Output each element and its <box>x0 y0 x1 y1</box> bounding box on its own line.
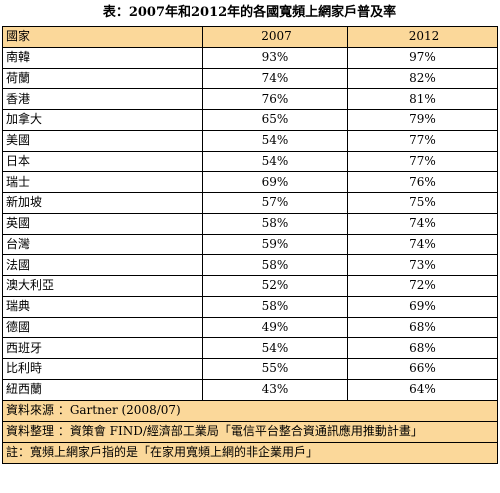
table-row: 日本 54% 77% <box>2 150 498 173</box>
country-cell: 德國 <box>2 316 203 339</box>
country-cell: 英國 <box>2 212 203 235</box>
value-2007-cell: 54% <box>202 150 348 173</box>
table-row: 紐西蘭 43% 64% <box>2 378 498 401</box>
value-2007-cell: 49% <box>202 316 348 339</box>
value-2012-cell: 64% <box>347 378 498 401</box>
table-figure: 表：2007年和2012年的各國寬頻上網家戶普及率 國家 2007 2012 南… <box>2 0 498 464</box>
value-2012-cell: 76% <box>347 171 498 193</box>
value-2007-cell: 59% <box>202 233 348 256</box>
country-cell: 南韓 <box>2 46 203 69</box>
value-2012-cell: 97% <box>347 46 498 69</box>
table-row: 南韓 93% 97% <box>2 46 498 69</box>
broadband-table: 國家 2007 2012 南韓 93% 97% 荷蘭 74% 82% 香港 76% 81% 加拿大… <box>2 26 498 464</box>
table-row: 德國 49% 68% <box>2 316 498 339</box>
value-2007-cell: 65% <box>202 109 348 131</box>
table-title: 表：2007年和2012年的各國寬頻上網家戶普及率 <box>102 5 397 20</box>
header-2012: 2012 <box>347 26 498 48</box>
value-2007-cell: 76% <box>202 88 348 110</box>
footer-source-row: 資料來源 ：Gartner (2008/07) <box>2 399 498 422</box>
value-2012-cell: 81% <box>347 88 498 110</box>
value-2012-cell: 66% <box>347 358 498 380</box>
value-2007-cell: 58% <box>202 295 348 318</box>
table-row: 台灣 59% 74% <box>2 233 498 256</box>
value-2012-cell: 73% <box>347 254 498 276</box>
value-2007-cell: 58% <box>202 254 348 276</box>
value-2012-cell: 75% <box>347 192 498 214</box>
value-2012-cell: 79% <box>347 109 498 131</box>
header-row: 國家 2007 2012 <box>2 26 498 48</box>
value-2007-cell: 57% <box>202 192 348 214</box>
country-cell: 法國 <box>2 254 203 276</box>
table-row: 荷蘭 74% 82% <box>2 67 498 90</box>
value-2012-cell: 74% <box>347 233 498 256</box>
value-2012-cell: 69% <box>347 295 498 318</box>
value-2007-cell: 54% <box>202 129 348 152</box>
country-cell: 香港 <box>2 88 203 110</box>
footer-note-row: 註：寬頻上網家戶指的是「在家用寬頻上網的非企業用戶」 <box>2 441 498 464</box>
country-cell: 紐西蘭 <box>2 378 203 401</box>
table-row: 西班牙 54% 68% <box>2 337 498 359</box>
value-2007-cell: 93% <box>202 46 348 69</box>
footer-compiled: 資料整理 ：資策會 FIND/經濟部工業局「電信平台整合資通訊應用推動計畫」 <box>2 420 498 443</box>
table-row: 瑞典 58% 69% <box>2 295 498 318</box>
country-cell: 比利時 <box>2 358 203 380</box>
table-row: 瑞士 69% 76% <box>2 171 498 193</box>
header-2007: 2007 <box>202 26 348 48</box>
country-cell: 台灣 <box>2 233 203 256</box>
value-2012-cell: 68% <box>347 316 498 339</box>
value-2007-cell: 74% <box>202 67 348 90</box>
value-2007-cell: 43% <box>202 378 348 401</box>
table-row: 澳大利亞 52% 72% <box>2 275 498 297</box>
table-row: 新加坡 57% 75% <box>2 192 498 214</box>
table-row: 香港 76% 81% <box>2 88 498 110</box>
footer-note: 註：寬頻上網家戶指的是「在家用寬頻上網的非企業用戶」 <box>2 441 498 464</box>
country-cell: 新加坡 <box>2 192 203 214</box>
table-row: 英國 58% 74% <box>2 212 498 235</box>
country-cell: 西班牙 <box>2 337 203 359</box>
table-row: 法國 58% 73% <box>2 254 498 276</box>
value-2007-cell: 69% <box>202 171 348 193</box>
country-cell: 瑞典 <box>2 295 203 318</box>
country-cell: 荷蘭 <box>2 67 203 90</box>
country-cell: 美國 <box>2 129 203 152</box>
table-row: 美國 54% 77% <box>2 129 498 152</box>
value-2007-cell: 52% <box>202 275 348 297</box>
value-2007-cell: 55% <box>202 358 348 380</box>
value-2007-cell: 54% <box>202 337 348 359</box>
value-2012-cell: 77% <box>347 150 498 173</box>
country-cell: 加拿大 <box>2 109 203 131</box>
footer-compiled-row: 資料整理 ：資策會 FIND/經濟部工業局「電信平台整合資通訊應用推動計畫」 <box>2 420 498 443</box>
value-2012-cell: 74% <box>347 212 498 235</box>
value-2012-cell: 72% <box>347 275 498 297</box>
table-row: 加拿大 65% 79% <box>2 109 498 131</box>
country-cell: 澳大利亞 <box>2 275 203 297</box>
footer-source: 資料來源 ：Gartner (2008/07) <box>2 399 498 422</box>
value-2012-cell: 77% <box>347 129 498 152</box>
table-row: 比利時 55% 66% <box>2 358 498 380</box>
header-country: 國家 <box>2 26 203 48</box>
country-cell: 日本 <box>2 150 203 173</box>
value-2012-cell: 82% <box>347 67 498 90</box>
value-2012-cell: 68% <box>347 337 498 359</box>
value-2007-cell: 58% <box>202 212 348 235</box>
country-cell: 瑞士 <box>2 171 203 193</box>
